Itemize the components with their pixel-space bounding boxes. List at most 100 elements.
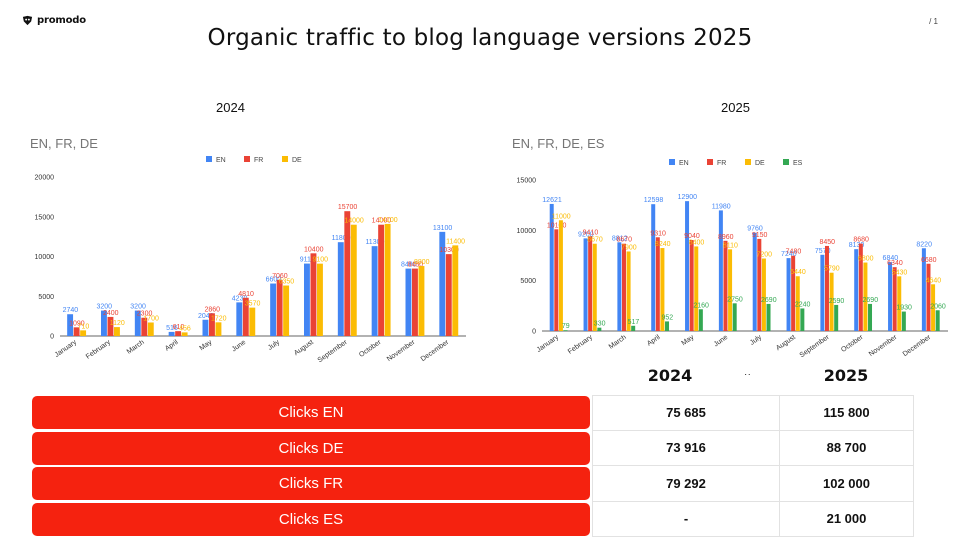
data-label: 2043 — [198, 313, 214, 320]
bar — [175, 331, 182, 336]
chart-2025: EN, FR, DE, ES EN FR DE ES 0 5000 10000 15000 126… — [512, 136, 948, 375]
data-label: 14000 — [372, 218, 392, 225]
bar — [897, 276, 902, 331]
bar — [626, 251, 631, 331]
bar — [107, 316, 114, 336]
data-label: 2750 — [727, 296, 743, 303]
x-tick-label: July — [749, 334, 764, 347]
bar — [405, 268, 412, 336]
data-label: 7570 — [815, 248, 831, 255]
x-tick-label: November — [868, 334, 899, 359]
bar — [141, 317, 148, 336]
bar — [270, 283, 277, 336]
data-label: 2160 — [693, 302, 709, 309]
data-label: 952 — [661, 314, 673, 321]
data-label: 12621 — [542, 197, 562, 204]
legend-label: DE — [755, 160, 765, 167]
bar — [694, 246, 699, 331]
x-axis-title: Месяц — [744, 374, 765, 375]
data-label: 6600 — [266, 277, 282, 284]
data-label: 8480 — [407, 262, 423, 269]
legend-label: EN — [679, 160, 689, 167]
x-tick-label: November — [386, 339, 417, 364]
bar — [588, 236, 593, 331]
table-row: Clicks ES - 21 000 — [32, 501, 914, 537]
x-tick-label: January — [54, 339, 79, 359]
data-label: 2400 — [103, 310, 119, 317]
data-label: 1720 — [211, 315, 227, 322]
row-label: Clicks ES — [32, 502, 590, 536]
legend-swatch — [244, 156, 250, 162]
data-label: 7480 — [786, 249, 802, 256]
row-label: Clicks FR — [32, 467, 590, 500]
y-tick-label: 5000 — [38, 294, 54, 301]
brand-name: promodo — [37, 15, 86, 26]
data-label: 7200 — [756, 252, 772, 259]
data-label: 11800 — [332, 235, 351, 242]
data-label: 14100 — [378, 217, 398, 224]
y-tick-label: 15000 — [517, 178, 537, 185]
data-label: 8812 — [612, 235, 628, 242]
bar — [202, 319, 209, 336]
data-label: 3570 — [245, 301, 261, 308]
bar — [718, 210, 723, 331]
bar — [931, 284, 936, 331]
data-label: 11000 — [552, 213, 571, 220]
bar — [685, 201, 690, 331]
bar — [337, 242, 344, 336]
y-tick-label: 5000 — [520, 278, 536, 285]
x-tick-label: January — [536, 334, 561, 354]
bar — [766, 303, 771, 331]
legend-swatch — [282, 156, 288, 162]
data-label: 6840 — [883, 255, 899, 262]
bar — [834, 304, 839, 331]
bar — [752, 232, 757, 331]
y-tick-label: 0 — [532, 329, 536, 336]
legend-swatch — [669, 159, 675, 165]
bar — [114, 327, 120, 336]
data-label: 456 — [179, 325, 191, 332]
data-label: 1700 — [143, 315, 159, 322]
data-label: 13100 — [433, 225, 453, 232]
data-label: 2690 — [761, 297, 777, 304]
bar — [728, 249, 733, 331]
data-label: 6350 — [279, 279, 295, 286]
data-label: 8480 — [401, 262, 417, 269]
bar — [621, 243, 626, 331]
bar — [800, 308, 805, 331]
bar — [665, 321, 670, 331]
promodo-logo: promodo — [22, 15, 86, 26]
bar — [236, 302, 243, 336]
bar — [168, 331, 175, 336]
data-label: 7060 — [272, 273, 288, 280]
bar — [181, 332, 188, 336]
data-label: 10300 — [439, 247, 459, 254]
bar — [901, 311, 906, 331]
value-2024: 73 916 — [592, 430, 780, 466]
bar — [651, 204, 656, 331]
value-2025: 115 800 — [780, 395, 914, 431]
y-tick-label: 10000 — [35, 254, 55, 261]
x-tick-label: March — [608, 334, 628, 351]
bar — [829, 272, 834, 331]
data-label: 8240 — [655, 241, 671, 248]
bar — [147, 322, 154, 336]
bar — [242, 297, 249, 336]
bar — [698, 309, 703, 331]
bar — [283, 285, 290, 336]
data-label: 12598 — [644, 197, 664, 204]
data-label: 79 — [562, 323, 570, 330]
x-tick-label: July — [267, 339, 282, 352]
x-tick-label: April — [164, 339, 180, 353]
bar — [384, 223, 391, 336]
data-label: 8110 — [723, 242, 738, 249]
data-label: 610 — [173, 324, 185, 331]
bar — [549, 203, 554, 331]
chart-title: EN, FR, DE — [30, 136, 98, 151]
data-label: 8670 — [616, 237, 632, 244]
data-label: 4230 — [232, 295, 248, 302]
bar — [655, 237, 660, 331]
bar — [921, 248, 926, 331]
x-tick-label: October — [840, 334, 865, 354]
data-label: 10100 — [547, 222, 567, 229]
